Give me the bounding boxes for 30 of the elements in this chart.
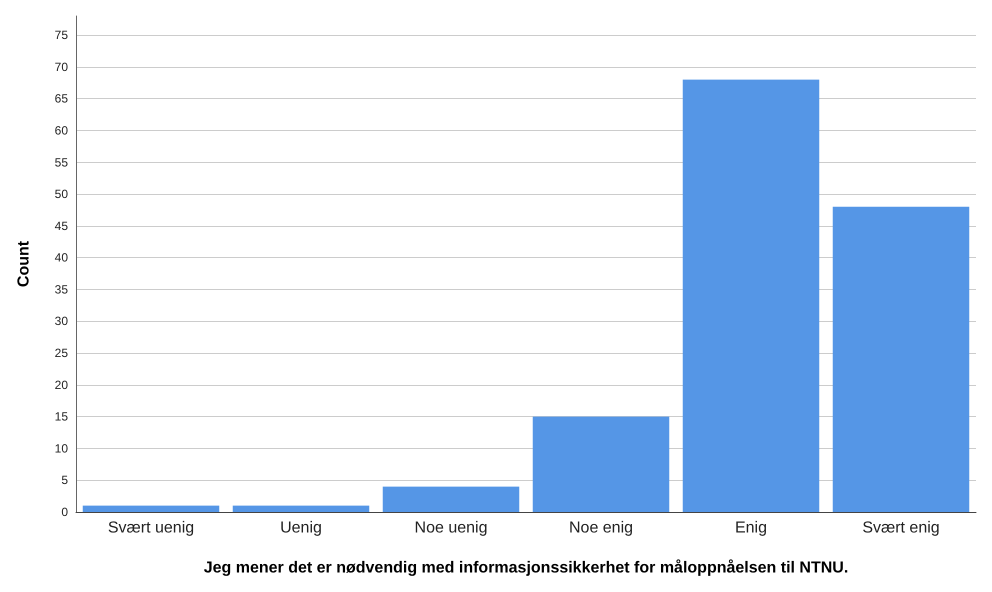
bar	[532, 416, 670, 512]
y-tick-label: 40	[54, 250, 68, 265]
x-tick-label: Uenig	[280, 520, 322, 536]
bar	[832, 206, 970, 512]
y-tick-label: 35	[54, 282, 68, 296]
y-tick-label: 25	[54, 346, 68, 360]
y-tick-label: 65	[54, 92, 68, 106]
y-tick-label: 45	[54, 218, 68, 233]
x-tick-label: Noe uenig	[414, 520, 488, 536]
x-axis-title: Jeg mener det er nødvendig med informasjonssikkerhet for måloppnåelsen til NTNU.	[204, 558, 848, 576]
x-tick-label: Noe enig	[568, 520, 634, 536]
y-tick-label: 60	[54, 123, 68, 138]
bar	[382, 486, 520, 512]
y-tick-label: 50	[54, 187, 68, 202]
y-tick-label: 0	[61, 505, 68, 519]
y-tick-label: 10	[54, 441, 68, 456]
y-tick-label: 75	[54, 28, 68, 42]
y-tick-label: 20	[54, 378, 68, 392]
x-tick-label: Svært uenig	[108, 520, 194, 536]
y-axis-title: Count	[16, 240, 32, 288]
y-tick-label: 55	[54, 155, 68, 170]
y-tick-label: 30	[54, 314, 68, 328]
y-tick-label: 70	[54, 60, 68, 74]
bar	[682, 80, 820, 512]
x-tick-label: Enig	[734, 520, 768, 536]
bar	[82, 506, 220, 512]
bar	[232, 506, 370, 512]
y-tick-label: 5	[61, 473, 68, 488]
y-tick-label: 15	[54, 410, 68, 424]
x-tick-label: Svært enig	[862, 520, 940, 536]
